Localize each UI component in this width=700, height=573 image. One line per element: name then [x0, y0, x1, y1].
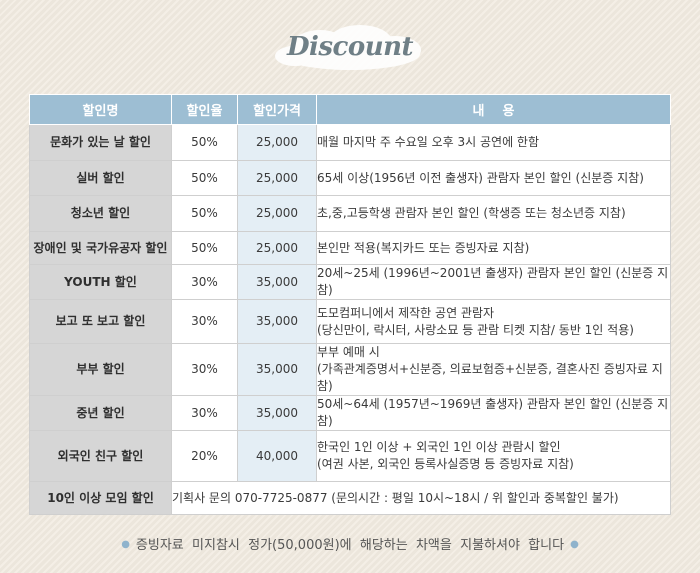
- table-row: 장애인 및 국가유공자 할인 50% 25,000 본인만 적용(복지카드 또는 증빙…: [29, 231, 671, 265]
- discount-name: 문화가 있는 날 할인: [29, 124, 172, 161]
- discount-rate: 30%: [171, 395, 238, 431]
- footnote: ● 증빙자료 미지참시 정가(50,000원)에 해당하는 차액을 지불하셔야 합…: [0, 534, 700, 553]
- description-line: (여권 사본, 외국인 등록사실증명 등 증빙자료 지참): [317, 457, 574, 471]
- table-row: YOUTH 할인 30% 35,000 20세~25세 (1996년~2001년 출생…: [29, 264, 671, 300]
- discount-name: 중년 할인: [29, 395, 172, 431]
- discount-rate: 30%: [171, 299, 238, 344]
- discount-name: 보고 또 보고 할인: [29, 299, 172, 344]
- header-content: 내 용: [316, 94, 671, 125]
- discount-name: 외국인 친구 할인: [29, 430, 172, 482]
- discount-rate: 50%: [171, 124, 238, 161]
- discount-description: 한국인 1인 이상 + 외국인 1인 이상 관람시 할인 (여권 사본, 외국인 …: [316, 430, 671, 482]
- discount-rate: 30%: [171, 264, 238, 300]
- discount-name: 청소년 할인: [29, 195, 172, 232]
- cloud-decoration: [275, 25, 421, 70]
- description-line: 초,중,고등학생 관람자 본인 할인 (학생증 또는 청소년증 지참): [317, 206, 626, 220]
- discount-description: 부부 예매 시 (가족관계증명서+신분증, 의료보험증+신분증, 결혼사진 증빙자…: [316, 343, 671, 396]
- discount-name: 10인 이상 모임 할인: [29, 481, 172, 515]
- table-row: 보고 또 보고 할인 30% 35,000 도모컴퍼니에서 제작한 공연 관람자 (당신…: [29, 299, 671, 344]
- discount-price: 35,000: [237, 343, 317, 396]
- header-rate: 할인율: [171, 94, 238, 125]
- footnote-text: 증빙자료 미지참시 정가(50,000원)에 해당하는 차액을 지불하셔야 합니…: [135, 538, 565, 553]
- table-header-row: 할인명 할인율 할인가격 내 용: [29, 94, 671, 125]
- description-line: 65세 이상(1956년 이전 출생자) 관람자 본인 할인 (신분증 지참): [317, 170, 644, 185]
- discount-description: 65세 이상(1956년 이전 출생자) 관람자 본인 할인 (신분증 지참): [316, 160, 671, 196]
- page-title: Discount: [286, 32, 414, 62]
- discount-name: 실버 할인: [29, 160, 172, 196]
- title-banner: Discount: [260, 22, 440, 78]
- table-row: 청소년 할인 50% 25,000 초,중,고등학생 관람자 본인 할인 (학생증 또…: [29, 195, 671, 232]
- discount-price: 25,000: [237, 160, 317, 196]
- discount-name: YOUTH 할인: [29, 264, 172, 300]
- discount-price: 25,000: [237, 231, 317, 265]
- discount-description: 매월 마지막 주 수요일 오후 3시 공연에 한함: [316, 124, 671, 161]
- discount-table: 할인명 할인율 할인가격 내 용 문화가 있는 날 할인 50% 25,000 매월 …: [29, 94, 671, 515]
- discount-price: 40,000: [237, 430, 317, 482]
- header-price: 할인가격: [237, 94, 317, 125]
- header-name: 할인명: [29, 94, 172, 125]
- discount-description: 20세~25세 (1996년~2001년 출생자) 관람자 본인 할인 (신분증…: [316, 264, 671, 300]
- discount-rate: 20%: [171, 430, 238, 482]
- table-row: 실버 할인 50% 25,000 65세 이상(1956년 이전 출생자) 관람자 본…: [29, 160, 671, 196]
- description-line: 부부 예매 시: [317, 345, 380, 359]
- bullet-icon: ●: [121, 539, 130, 550]
- discount-rate: 50%: [171, 195, 238, 232]
- description-line: 50세~64세 (1957년~1969년 출생자) 관람자 본인 할인 (신분증…: [317, 397, 669, 428]
- discount-description: 본인만 적용(복지카드 또는 증빙자료 지참): [316, 231, 671, 265]
- table-row: 부부 할인 30% 35,000 부부 예매 시 (가족관계증명서+신분증, 의료보험증…: [29, 343, 671, 396]
- description-line: 매월 마지막 주 수요일 오후 3시 공연에 한함: [317, 135, 540, 149]
- discount-description: 도모컴퍼니에서 제작한 공연 관람자 (당신만이, 락시터, 사랑소묘 등 관람 …: [316, 299, 671, 344]
- discount-name: 부부 할인: [29, 343, 172, 396]
- description-line: 20세~25세 (1996년~2001년 출생자) 관람자 본인 할인 (신분증…: [317, 266, 669, 297]
- group-discount-description: 기획사 문의 070-7725-0877 (문의시간 : 평일 10시~18시 …: [171, 481, 671, 515]
- discount-description: 50세~64세 (1957년~1969년 출생자) 관람자 본인 할인 (신분증…: [316, 395, 671, 431]
- discount-price: 25,000: [237, 195, 317, 232]
- discount-price: 35,000: [237, 395, 317, 431]
- description-line: 한국인 1인 이상 + 외국인 1인 이상 관람시 할인: [317, 440, 561, 454]
- description-line: (가족관계증명서+신분증, 의료보험증+신분증, 결혼사진 증빙자료 지참): [317, 362, 663, 393]
- description-line: (당신만이, 락시터, 사랑소묘 등 관람 티켓 지참/ 동반 1인 적용): [317, 322, 634, 337]
- discount-description: 초,중,고등학생 관람자 본인 할인 (학생증 또는 청소년증 지참): [316, 195, 671, 232]
- discount-name: 장애인 및 국가유공자 할인: [29, 231, 172, 265]
- discount-price: 35,000: [237, 299, 317, 344]
- discount-rate: 30%: [171, 343, 238, 396]
- discount-rate: 50%: [171, 231, 238, 265]
- table-row: 외국인 친구 할인 20% 40,000 한국인 1인 이상 + 외국인 1인 이상 …: [29, 430, 671, 482]
- table-row-group-discount: 10인 이상 모임 할인 기획사 문의 070-7725-0877 (문의시간 :…: [29, 481, 671, 515]
- discount-rate: 50%: [171, 160, 238, 196]
- table-row: 문화가 있는 날 할인 50% 25,000 매월 마지막 주 수요일 오후 3시 공…: [29, 124, 671, 161]
- description-line: 도모컴퍼니에서 제작한 공연 관람자: [317, 305, 495, 320]
- discount-price: 25,000: [237, 124, 317, 161]
- table-row: 중년 할인 30% 35,000 50세~64세 (1957년~1969년 출생자) …: [29, 395, 671, 431]
- bullet-icon: ●: [570, 539, 579, 550]
- description-line: 본인만 적용(복지카드 또는 증빙자료 지참): [317, 240, 530, 255]
- discount-price: 35,000: [237, 264, 317, 300]
